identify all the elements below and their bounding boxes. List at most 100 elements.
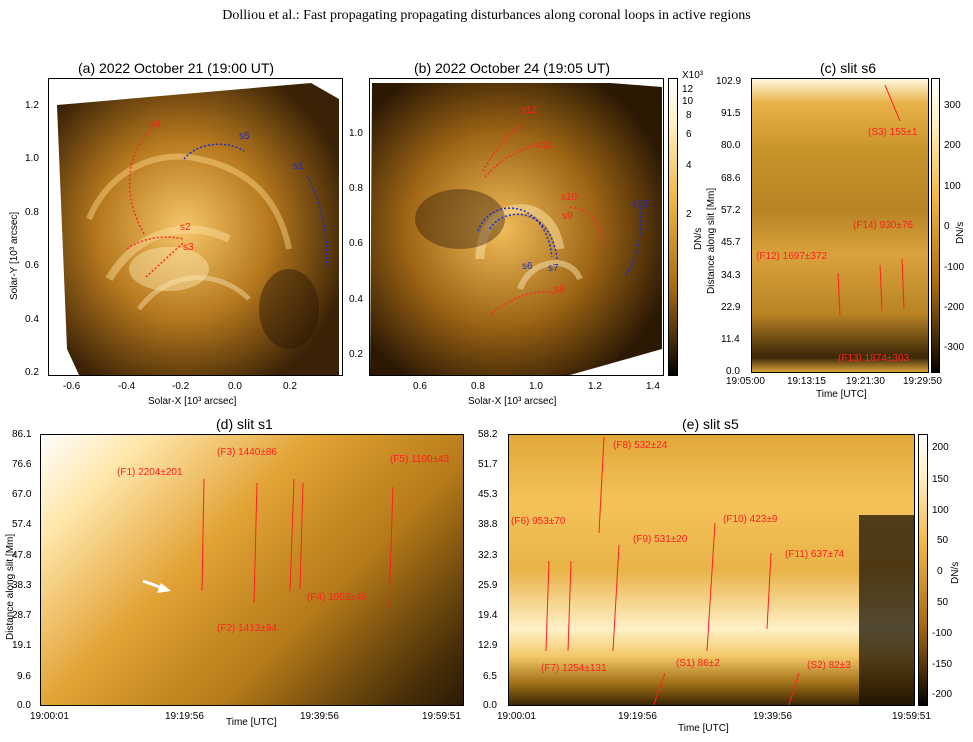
panel-b-cbar-tick: 12	[682, 84, 694, 95]
panel-d-ytick: 0.0	[17, 700, 31, 711]
panel-e-cbar-tick: -200	[932, 689, 953, 700]
panel-b-xtick: 1.0	[529, 381, 543, 392]
panel-c-ytick: 22.9	[721, 302, 741, 313]
panel-e-ytick: 0.0	[483, 700, 497, 711]
panel-a-ylabel: Solar-Y [10³ arcsec]	[9, 211, 20, 300]
panel-e-ytick: 32.3	[478, 550, 498, 561]
panel-e-cbar-tick: -100	[932, 628, 953, 639]
panel-c-xtick: 19:13:15	[787, 376, 826, 387]
panel-d-ytick: 38.3	[12, 580, 32, 591]
panel-b-cbar-tick: 2	[686, 209, 692, 220]
panel-b-colorbar	[668, 78, 678, 376]
panel-c-colorbar	[931, 78, 940, 373]
panel-e-annotation: (S2) 82±3	[807, 660, 851, 671]
ridge-line	[289, 478, 295, 592]
panel-b-xtick: 0.6	[413, 381, 427, 392]
ridge-line	[201, 478, 205, 592]
panel-c-xlabel: Time [UTC]	[816, 389, 867, 400]
ridge-line	[253, 482, 258, 604]
panel-c-cbar-tick: 300	[944, 100, 961, 111]
panel-c-overlay	[837, 84, 905, 316]
ridge-line	[788, 672, 800, 705]
panel-b-ytick: 0.4	[349, 294, 363, 305]
slit-s11-path	[484, 144, 538, 178]
panel-b-xtick: 1.4	[646, 381, 660, 392]
slit-label-s12: s12	[521, 105, 538, 116]
panel-a-ytick: 1.0	[25, 153, 39, 164]
panel-e-title: (e) slit s5	[682, 416, 739, 432]
slit-label-s10: s10	[561, 192, 578, 203]
panel-d-xlabel: Time [UTC]	[226, 717, 277, 728]
arrow-head	[157, 583, 171, 593]
panel-b-cbar-tick: 10	[682, 96, 694, 107]
panel-e-cbar-tick: 150	[932, 474, 949, 485]
panel-e-xtick: 19:59:51	[892, 711, 931, 722]
ridge-line	[545, 560, 550, 652]
slit-label-s2: s2	[180, 222, 191, 233]
panel-a-xtick: 0.0	[228, 381, 242, 392]
panel-e-cbar-tick: 200	[932, 442, 949, 453]
panel-e-cbar-tick: 50	[937, 535, 949, 546]
ridge-line	[766, 552, 772, 630]
panel-c-cbar-tick: -200	[944, 302, 965, 313]
ridge-line	[598, 436, 605, 534]
panel-b-cbar-tick: 8	[686, 110, 692, 121]
panel-e-annotation: (F10) 423±9	[723, 514, 778, 525]
panel-e-annotation: (F7) 1254±131	[541, 663, 607, 674]
ridge-line	[388, 486, 394, 608]
panel-b-image	[370, 83, 662, 375]
panel-c-xtick: 19:05:00	[726, 376, 765, 387]
slit-s4-path	[128, 126, 155, 235]
panel-c-ytick: 45.7	[721, 237, 741, 248]
panel-c-colorbar-label: DN/s	[955, 221, 966, 244]
ridge-line	[884, 84, 901, 122]
panel-e-ytick: 12.9	[478, 640, 498, 651]
panel-c-annotation: (F12) 1697±372	[756, 251, 828, 262]
panel-b-cbar-tick: 4	[686, 160, 692, 171]
panel-e-ytick: 6.5	[483, 671, 497, 682]
panel-d-overlay	[142, 478, 394, 608]
slit-s7-path	[489, 213, 558, 260]
panel-c-ylabel: Distance along slit [Mm]	[706, 187, 717, 294]
panel-e-colorbar	[918, 434, 928, 706]
slit-label-s6: s6	[522, 261, 533, 272]
panel-e-annotation: (S1) 86±2	[676, 658, 720, 669]
panel-d-ytick: 76.6	[12, 459, 32, 470]
slit-s13-path	[625, 206, 642, 276]
panel-e-annotation: (F8) 532±24	[613, 440, 668, 451]
panel-d-xtick: 19:00:01	[30, 711, 69, 722]
slit-label-s11: s11	[536, 140, 552, 151]
panel-e-annotation: (F6) 953±70	[511, 516, 566, 527]
ridge-line	[837, 272, 841, 316]
panel-a-xlabel: Solar-X [10³ arcsec]	[148, 396, 237, 407]
panel-c-ytick: 11.4	[721, 334, 740, 345]
panel-a-xtick: -0.2	[172, 381, 190, 392]
panel-c-xtick: 19:29:50	[903, 376, 942, 387]
ridge-line	[879, 264, 883, 312]
slit-s12-path	[482, 123, 521, 172]
panel-a-xtick: 0.2	[283, 381, 297, 392]
panel-a-title: (a) 2022 October 21 (19:00 UT)	[78, 60, 275, 76]
panel-c-ytick: 57.2	[721, 205, 741, 216]
ridge-line	[299, 482, 304, 590]
panel-a-ytick: 0.2	[25, 367, 39, 378]
panel-c-ytick: 34.3	[721, 270, 741, 281]
slit-label-s7: s7	[548, 263, 559, 274]
panel-b-map: s6 s7 s8 s9 s10 s11 s12 s13	[369, 78, 664, 376]
panel-c-ytick: 102.9	[716, 76, 742, 87]
panel-b-colorbar-label: DN/s	[693, 227, 704, 250]
slit-s5-path	[183, 143, 245, 160]
panel-e-ytick: 38.8	[478, 519, 498, 530]
slit-s9-path	[569, 206, 603, 245]
panel-e-xlabel: Time [UTC]	[678, 723, 729, 734]
panel-c-xtick: 19:21:30	[846, 376, 885, 387]
panel-d-annotation: (F4) 1053±48	[307, 592, 367, 603]
panel-d-ytick: 86.1	[12, 429, 32, 440]
panel-a-ytick: 0.4	[25, 314, 39, 325]
panel-b-xtick: 1.2	[588, 381, 602, 392]
panel-e-cbar-tick: -150	[932, 659, 953, 670]
panel-e-ytick: 58.2	[478, 429, 498, 440]
panel-e-ytick: 51.7	[478, 459, 498, 470]
ridge-line	[612, 544, 620, 652]
panel-e-cbar-tick: 0	[937, 566, 943, 577]
